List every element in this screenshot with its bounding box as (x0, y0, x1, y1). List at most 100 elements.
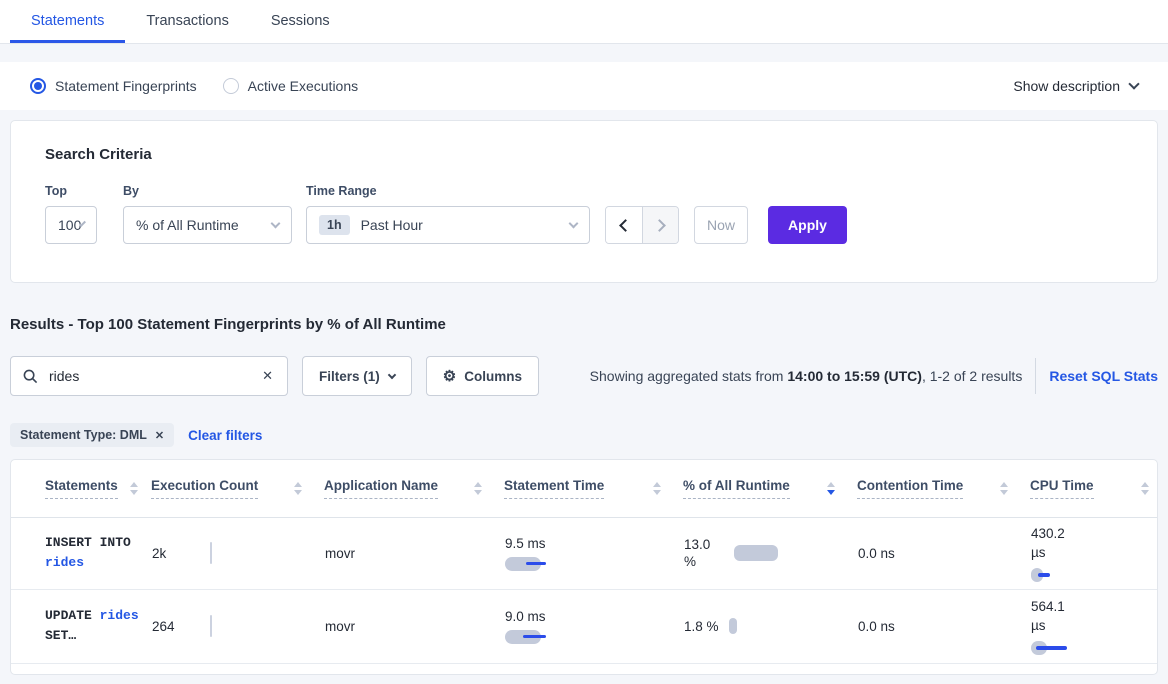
column-header-statements[interactable]: Statements (45, 478, 118, 499)
statement-text: INSERT INTO (45, 535, 131, 550)
pct-runtime-bar (734, 545, 778, 561)
statement-time-value: 9.5 ms (505, 535, 546, 551)
sort-control[interactable] (653, 481, 661, 495)
columns-button[interactable]: ⚙ Columns (425, 356, 539, 396)
sort-control[interactable] (474, 481, 482, 495)
by-select[interactable]: % of All Runtime (123, 206, 292, 244)
cpu-time-value: 564.1 µs (1031, 599, 1065, 633)
vertical-divider (1035, 358, 1037, 394)
by-select-value: % of All Runtime (136, 217, 239, 233)
summary-time-window: 14:00 to 15:59 (UTC) (787, 368, 922, 384)
statement-link[interactable]: rides (45, 555, 85, 570)
contention-time-value: 0.0 ns (858, 545, 895, 561)
results-summary: Showing aggregated stats from 14:00 to 1… (590, 368, 1023, 384)
time-range-label: Time Range (306, 184, 377, 198)
top-select-value: 100 (58, 217, 82, 233)
previous-time-range-button[interactable] (606, 207, 642, 243)
active-filters-row: Statement Type: DML ✕ Clear filters (10, 423, 1158, 447)
remove-filter-icon[interactable]: ✕ (154, 429, 165, 442)
column-header-contention-time[interactable]: Contention Time (857, 478, 964, 499)
statement-text: UPDATE (45, 608, 100, 623)
statement-search-box: ✕ (10, 356, 288, 396)
table-row: UPDATE rides SET… 264 movr 9.0 ms 1.8 % (11, 589, 1157, 664)
page-tabbar: Statements Transactions Sessions (0, 0, 1168, 44)
time-range-field: Time Range 1h Past Hour (306, 184, 590, 244)
reset-sql-stats-link[interactable]: Reset SQL Stats (1049, 368, 1158, 384)
top-label: Top (45, 184, 67, 198)
summary-prefix: Showing aggregated stats from (589, 368, 788, 384)
statement-fingerprint: UPDATE rides SET… (45, 606, 157, 646)
sort-control[interactable] (129, 481, 138, 495)
statement-time-value: 9.0 ms (505, 608, 546, 624)
summary-suffix: , 1-2 of 2 results (921, 368, 1023, 384)
chevron-down-icon (387, 370, 397, 380)
apply-button[interactable]: Apply (768, 206, 847, 244)
cpu-time-bar (1031, 641, 1149, 655)
radio-selected-icon (30, 78, 46, 94)
columns-button-label: Columns (464, 368, 522, 384)
sort-control-active[interactable] (827, 481, 835, 495)
column-header-cpu-time[interactable]: CPU Time (1030, 478, 1094, 499)
cpu-time-bar (1031, 568, 1149, 582)
top-select[interactable]: 100 (45, 206, 97, 244)
execution-count-sparkbar (210, 542, 212, 564)
radio-statement-fingerprints[interactable]: Statement Fingerprints (30, 78, 197, 94)
statement-fingerprint: INSERT INTO rides (45, 533, 157, 573)
gear-icon: ⚙ (442, 368, 457, 385)
contention-time-value: 0.0 ns (858, 618, 895, 634)
column-header-execution-count[interactable]: Execution Count (151, 478, 259, 499)
search-criteria-title: Search Criteria (45, 146, 152, 163)
filter-chip-statement-type[interactable]: Statement Type: DML ✕ (10, 423, 175, 447)
radio-label: Active Executions (247, 78, 359, 94)
radio-active-executions[interactable]: Active Executions (222, 78, 359, 94)
chevron-down-icon (270, 218, 281, 228)
column-header-application-name[interactable]: Application Name (324, 478, 439, 499)
results-toolbar: ✕ Filters (1) ⚙ Columns Showing aggregat… (10, 356, 1158, 396)
statement-time-bar (505, 556, 661, 571)
tab-statements[interactable]: Statements (10, 0, 126, 43)
top-field: Top 100 (45, 184, 123, 244)
chevron-left-icon (619, 218, 632, 232)
sort-control[interactable] (1141, 481, 1149, 495)
filters-button[interactable]: Filters (1) (302, 356, 412, 396)
chevron-right-icon (652, 218, 666, 232)
sort-control[interactable] (1000, 481, 1008, 495)
pct-runtime-value: 13.0 % (684, 537, 711, 569)
column-header-statement-time[interactable]: Statement Time (504, 478, 605, 499)
radio-label: Statement Fingerprints (55, 78, 197, 94)
show-description-label: Show description (1013, 78, 1120, 94)
cpu-time-value: 430.2 µs (1031, 526, 1065, 560)
statement-time-bar (505, 629, 661, 644)
filter-chip-label: Statement Type: DML (20, 428, 147, 442)
search-criteria-form: Top 100 By % of All Runtime Time Range 1… (45, 184, 1123, 244)
filters-button-label: Filters (1) (319, 368, 380, 384)
statements-table: Statements Execution Count Application N… (11, 460, 1157, 664)
view-mode-bar: Statement Fingerprints Active Executions… (0, 62, 1168, 110)
execution-count-value: 2k (152, 545, 167, 561)
table-header-row: Statements Execution Count Application N… (11, 460, 1157, 518)
chevron-down-icon (1128, 78, 1140, 90)
sort-control[interactable] (294, 481, 302, 495)
next-time-range-button[interactable] (642, 207, 678, 243)
pct-runtime-cell: 13.0 % (684, 536, 835, 570)
column-header-pct-all-runtime[interactable]: % of All Runtime (683, 478, 790, 499)
clear-search-icon[interactable]: ✕ (262, 368, 273, 383)
results-title: Results - Top 100 Statement Fingerprints… (10, 316, 446, 333)
tab-sessions[interactable]: Sessions (270, 13, 330, 29)
tab-transactions[interactable]: Transactions (146, 13, 229, 29)
statement-text: SET… (45, 628, 77, 643)
time-range-badge: 1h (319, 215, 350, 235)
time-range-value: Past Hour (360, 217, 423, 233)
show-description-toggle[interactable]: Show description (1013, 78, 1140, 94)
statements-table-card: Statements Execution Count Application N… (10, 459, 1158, 675)
by-label: By (123, 184, 139, 198)
table-row: INSERT INTO rides 2k movr 9.5 ms 13.0 % (11, 517, 1157, 590)
statement-link[interactable]: rides (99, 608, 139, 623)
clear-filters-link[interactable]: Clear filters (188, 427, 263, 443)
time-range-select[interactable]: 1h Past Hour (306, 206, 590, 244)
pct-runtime-value: 1.8 % (684, 618, 719, 634)
search-input[interactable] (47, 367, 261, 385)
now-button[interactable]: Now (694, 206, 748, 244)
pct-runtime-cell: 1.8 % (684, 618, 835, 635)
radio-unselected-icon (222, 78, 239, 94)
